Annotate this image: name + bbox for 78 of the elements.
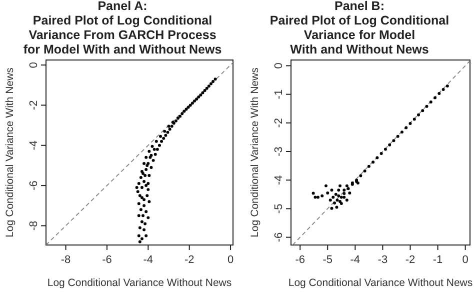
y-tick-label: -8 [28, 220, 40, 231]
point [340, 202, 343, 206]
point [348, 191, 352, 194]
y-tick-label: -6 [28, 180, 40, 190]
y-tick-label: 0 [273, 62, 285, 69]
y-axis-title: Log Conditional Variance With News [4, 68, 16, 238]
y-tick-label: -4 [273, 175, 285, 185]
point [328, 198, 332, 202]
point [434, 96, 437, 100]
x-tick-label: -2 [405, 254, 416, 266]
point [326, 191, 330, 194]
point [333, 201, 336, 204]
x-axis-title: Log Conditional Variance Without News [288, 277, 473, 289]
point [342, 192, 346, 196]
point [335, 206, 338, 209]
point [429, 100, 432, 104]
point [442, 88, 445, 91]
x-tick-label: -6 [295, 254, 305, 266]
y-tick-label: -1 [273, 89, 285, 100]
x-tick-label: -3 [378, 254, 388, 266]
point [314, 196, 317, 199]
point [384, 148, 387, 151]
y-tick-label: 0 [28, 62, 40, 68]
y-tick-label: -3 [273, 146, 285, 156]
point [345, 184, 348, 188]
x-tick-label: 0 [227, 254, 234, 266]
point [337, 188, 340, 192]
point [372, 160, 375, 164]
point [404, 126, 408, 130]
point [380, 152, 383, 155]
point [342, 196, 346, 199]
chart-title: Panel B: Paired Plot of Log Conditional Variance for Model With and Without News [270, 0, 450, 56]
point [446, 84, 449, 88]
x-axis-title: Log Conditional Variance Without News [47, 277, 232, 289]
y-tick-label: -4 [28, 140, 40, 150]
x-tick-label: -8 [60, 254, 71, 266]
point [330, 206, 334, 210]
y-axis-title: Log Conditional Variance With News [249, 68, 261, 238]
point [421, 109, 424, 112]
x-tick-label: 0 [462, 254, 468, 266]
point [438, 92, 441, 95]
point [338, 184, 342, 188]
point [316, 196, 320, 199]
x-tick-label: -6 [102, 254, 112, 266]
point [392, 139, 396, 142]
point [367, 164, 370, 168]
point [312, 192, 315, 195]
point [417, 113, 420, 116]
point [334, 192, 338, 196]
y-tick-label: -6 [273, 232, 285, 242]
point [337, 194, 340, 198]
x-tick-label: -4 [143, 254, 154, 266]
x-tick-label: -5 [322, 254, 333, 266]
point [396, 134, 400, 138]
x-tick-label: -2 [184, 254, 194, 266]
y-tick-label: -5 [273, 204, 285, 214]
point [346, 187, 350, 190]
point [408, 122, 412, 125]
point [363, 169, 366, 172]
point [324, 184, 328, 188]
y-tick-label: -2 [273, 118, 285, 128]
point [332, 196, 335, 199]
x-tick-label: -1 [432, 254, 443, 266]
point [320, 194, 324, 198]
point [342, 188, 346, 192]
point [336, 198, 339, 202]
point [388, 143, 392, 146]
point [359, 174, 362, 178]
chart-title: Panel A: Paired Plot of Log Conditional Variance From GARCH Process for Model With and Without News [23, 0, 222, 56]
point [330, 188, 334, 192]
point [338, 200, 342, 204]
y-tick-label: -2 [28, 100, 40, 110]
point [345, 198, 348, 202]
point [400, 130, 404, 134]
point [412, 118, 416, 121]
x-tick-label: -4 [350, 254, 360, 266]
point [425, 104, 428, 108]
point [376, 156, 379, 160]
